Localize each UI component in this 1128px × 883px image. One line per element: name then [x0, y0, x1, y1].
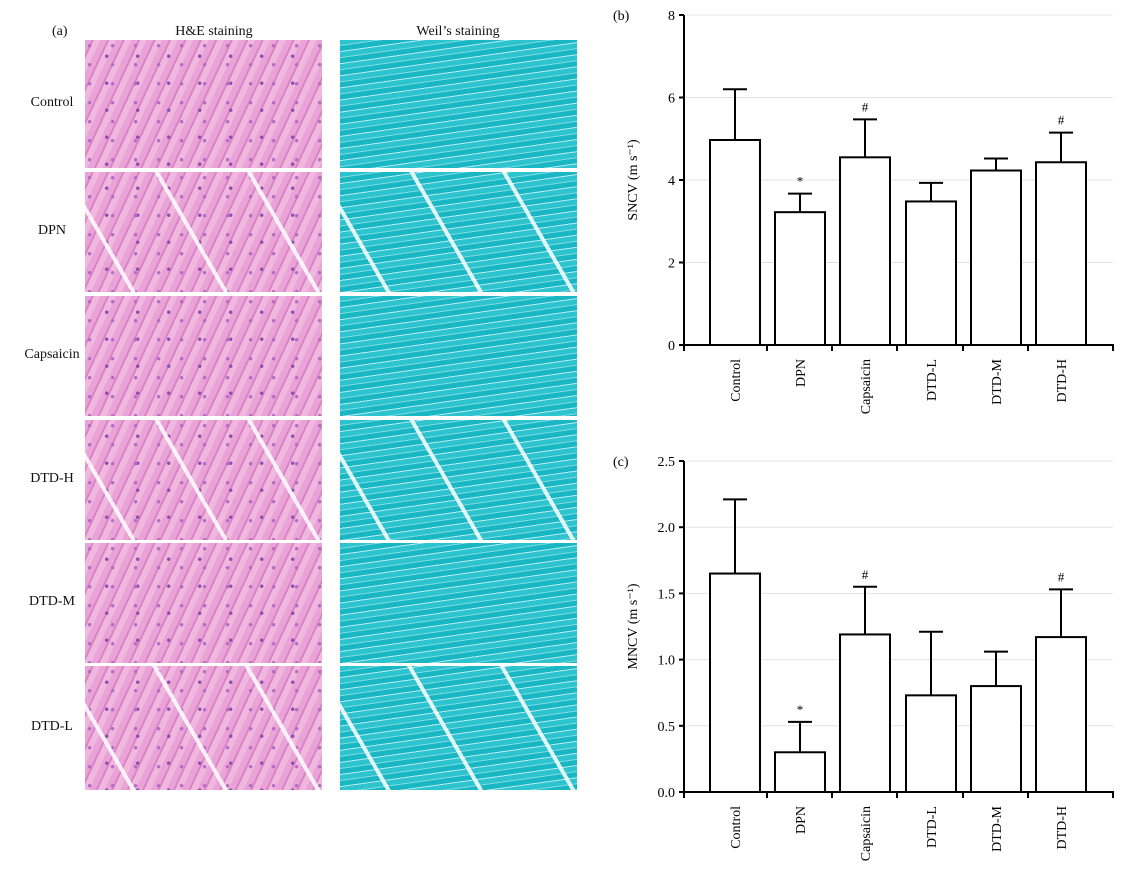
panel-label: (b) — [613, 9, 630, 24]
row-label: DTD-M — [29, 594, 75, 609]
he-micrograph — [85, 543, 322, 663]
y-tick-label: 8 — [668, 9, 675, 24]
he-micrograph — [85, 172, 322, 292]
bar — [839, 633, 891, 793]
weil-micrograph — [340, 172, 577, 292]
x-tick-label: Capsaicin — [859, 806, 874, 861]
y-tick-label: 0.0 — [658, 786, 676, 801]
row-label: Control — [30, 95, 74, 110]
y-tick-label: 2.0 — [658, 521, 676, 536]
y-tick-label: 2 — [668, 257, 675, 272]
row-label: DTD-L — [31, 719, 73, 734]
panel-label: (c) — [613, 455, 629, 470]
weil-micrograph — [340, 543, 577, 663]
weil-micrograph — [340, 666, 577, 790]
bar — [709, 138, 761, 346]
y-axis-label: MNCV (m s⁻¹) — [626, 583, 641, 669]
significance-mark: # — [862, 99, 869, 114]
x-tick-label: DPN — [794, 359, 809, 387]
y-tick-label: 4 — [668, 174, 675, 189]
x-tick-label: DTD-H — [1055, 359, 1070, 403]
bar — [709, 572, 761, 793]
x-tick-label: DPN — [794, 806, 809, 834]
bar — [839, 156, 891, 346]
x-tick-label: DTD-M — [990, 805, 1005, 851]
bar — [905, 694, 957, 794]
x-tick-label: Control — [729, 806, 744, 849]
he-micrograph — [85, 296, 322, 416]
row-label: Capsaicin — [24, 347, 80, 362]
x-tick-label: DTD-H — [1055, 806, 1070, 850]
bar — [970, 169, 1022, 346]
x-tick-label: DTD-L — [925, 359, 940, 401]
y-tick-label: 6 — [668, 92, 675, 107]
bar — [1035, 161, 1087, 346]
bar — [1035, 636, 1087, 793]
significance-mark: # — [1058, 113, 1065, 128]
he-micrograph — [85, 666, 322, 790]
bar — [970, 685, 1022, 794]
weil-micrograph — [340, 40, 577, 168]
significance-mark: # — [862, 567, 869, 582]
bar — [774, 751, 826, 794]
significance-mark: * — [797, 702, 804, 717]
bar — [774, 211, 826, 346]
significance-mark: * — [797, 174, 804, 189]
y-tick-label: 0.5 — [658, 720, 676, 735]
x-tick-label: DTD-L — [925, 806, 940, 848]
x-tick-label: DTD-M — [990, 358, 1005, 404]
he-micrograph — [85, 420, 322, 540]
x-tick-label: Control — [729, 359, 744, 402]
significance-mark: # — [1058, 569, 1065, 584]
weil-micrograph — [340, 420, 577, 540]
panel-a-label: (a) — [52, 24, 68, 39]
y-tick-label: 2.5 — [658, 455, 676, 470]
y-tick-label: 1.0 — [658, 654, 676, 669]
y-tick-label: 1.5 — [658, 587, 676, 602]
row-label: DTD-H — [30, 471, 74, 486]
x-tick-label: Capsaicin — [859, 359, 874, 414]
row-label: DPN — [37, 223, 66, 238]
y-tick-label: 0 — [668, 339, 675, 354]
y-axis-label: SNCV (m s⁻¹) — [626, 139, 641, 221]
weil-header: Weil’s staining — [416, 24, 500, 39]
bar — [905, 200, 957, 346]
he-micrograph — [85, 40, 322, 168]
he-header: H&E staining — [175, 24, 253, 39]
weil-micrograph — [340, 296, 577, 416]
